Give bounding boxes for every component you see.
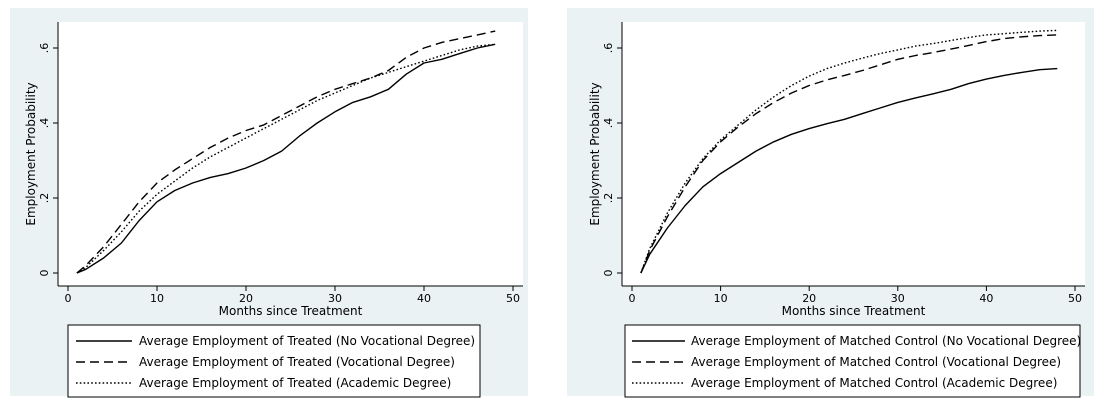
x-axis-title: Months since Treatment bbox=[782, 304, 926, 318]
series-line-solid bbox=[640, 67, 1058, 274]
x-tick-label: 20 bbox=[802, 292, 816, 305]
legend-label: Average Employment of Treated (Vocationa… bbox=[139, 355, 455, 369]
legend-label: Average Employment of Treated (No Vocati… bbox=[139, 334, 475, 348]
chart-svg: 0 10 20 30 40 50 0 .2 .4 .6 Months since Treatment… bbox=[10, 8, 528, 398]
y-tick-label: .4 bbox=[38, 118, 51, 129]
plot-area bbox=[58, 22, 523, 286]
y-tick-label: .6 bbox=[602, 43, 615, 54]
x-tick-label: 50 bbox=[1068, 292, 1082, 305]
legend-label: Average Employment of Matched Control (A… bbox=[691, 376, 1057, 390]
x-tick-label: 20 bbox=[239, 292, 253, 305]
y-tick-label: .6 bbox=[38, 43, 51, 54]
x-axis-title: Months since Treatment bbox=[219, 304, 363, 318]
x-tick-label: 0 bbox=[65, 292, 72, 305]
legend-label: Average Employment of Matched Control (N… bbox=[691, 334, 1081, 348]
series-line-solid bbox=[76, 43, 496, 274]
series-line-dashed bbox=[76, 30, 496, 274]
chart-panel-right: 0 10 20 30 40 50 0 .2 .4 .6 Months since Treatment… bbox=[567, 0, 1097, 408]
x-tick-label: 0 bbox=[629, 292, 636, 305]
series-line-dotted bbox=[76, 43, 496, 274]
x-tick-label: 30 bbox=[328, 292, 342, 305]
x-tick-label: 40 bbox=[417, 292, 431, 305]
x-tick-label: 30 bbox=[891, 292, 905, 305]
y-tick-label: 0 bbox=[602, 270, 615, 277]
legend-label: Average Employment of Matched Control (V… bbox=[691, 355, 1061, 369]
y-tick-label: .2 bbox=[602, 193, 615, 204]
x-tick-label: 10 bbox=[150, 292, 164, 305]
plot-area bbox=[622, 22, 1085, 286]
y-axis-title: Employment Probability bbox=[588, 82, 602, 225]
x-tick-label: 10 bbox=[714, 292, 728, 305]
legend-box bbox=[624, 324, 1081, 398]
y-tick-label: .4 bbox=[602, 118, 615, 129]
chart-panel-left: 0 10 20 30 40 50 0 .2 .4 .6 Months since Treatment… bbox=[0, 0, 548, 408]
y-axis-title: Employment Probability bbox=[24, 82, 38, 225]
series-line-dashed bbox=[640, 34, 1058, 274]
y-tick-label: 0 bbox=[38, 270, 51, 277]
legend-box bbox=[67, 324, 481, 398]
x-tick-label: 40 bbox=[979, 292, 993, 305]
series-line-dotted bbox=[640, 29, 1058, 274]
legend-label: Average Employment of Treated (Academic … bbox=[139, 376, 451, 390]
chart-svg: 0 10 20 30 40 50 0 .2 .4 .6 Months since Treatment… bbox=[567, 8, 1094, 398]
y-tick-label: .2 bbox=[38, 193, 51, 204]
x-tick-label: 50 bbox=[506, 292, 520, 305]
